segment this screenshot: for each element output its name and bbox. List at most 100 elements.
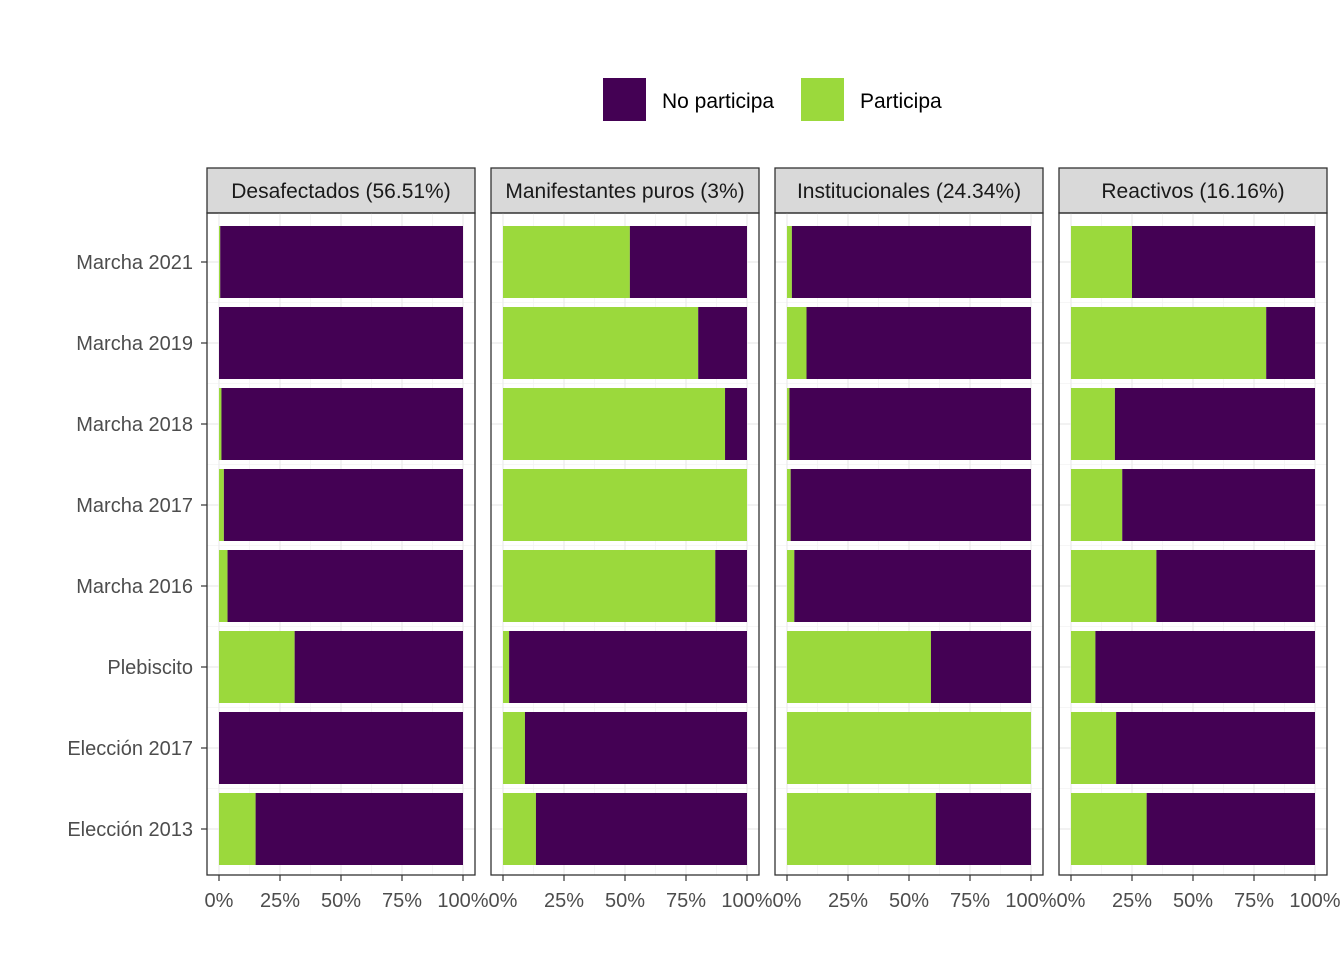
legend-swatch-no-participa — [603, 78, 646, 121]
y-tick-label-plebiscito: Plebiscito — [107, 657, 193, 679]
bar-no-participa-eleccion-2017 — [1116, 712, 1315, 784]
y-tick-label-marcha-2018: Marcha 2018 — [76, 414, 193, 436]
bar-participa-marcha-2016 — [219, 550, 228, 622]
panel-desafectados-56-51: Desafectados (56.51%) 0% 25% 50% 75% 100% — [205, 167, 489, 912]
bar-no-participa-eleccion-2013 — [535, 793, 747, 865]
bar-participa-eleccion-2013 — [1071, 793, 1147, 865]
bar-participa-marcha-2016 — [787, 550, 795, 622]
x-tick-label: 75% — [666, 890, 706, 912]
bar-participa-plebiscito — [1071, 631, 1096, 703]
x-tick-label: 100% — [1289, 890, 1340, 912]
x-tick-label: 75% — [382, 890, 422, 912]
bar-no-participa-eleccion-2017 — [219, 712, 463, 784]
bar-no-participa-plebiscito — [509, 631, 747, 703]
facet-panels: Desafectados (56.51%)0% 25% 50% 75% 100%Mani… — [205, 167, 1341, 912]
facet-strip-label: Manifestantes puros (3%) — [505, 180, 744, 203]
x-tick-label: 50% — [605, 890, 645, 912]
bar-no-participa-marcha-2017 — [790, 469, 1031, 541]
x-tick-label: 25% — [260, 890, 300, 912]
bar-no-participa-plebiscito — [294, 631, 463, 703]
bar-participa-marcha-2017 — [219, 469, 224, 541]
bar-no-participa-marcha-2016 — [715, 550, 747, 622]
bar-no-participa-marcha-2017 — [1122, 469, 1315, 541]
legend: No participa Participa — [603, 78, 942, 121]
bar-participa-marcha-2017 — [1071, 469, 1123, 541]
x-tick-label: 100% — [437, 890, 488, 912]
panel-reactivos-16-16: Reactivos (16.16%) 0% 25% 50% 75% 100% — [1057, 167, 1341, 912]
bar-participa-eleccion-2017 — [503, 712, 525, 784]
bar-no-participa-marcha-2018 — [725, 388, 747, 460]
facet-strip-label: Institucionales (24.34%) — [797, 180, 1021, 203]
x-tick-label: 100% — [1005, 890, 1056, 912]
y-tick-label-eleccion-2013: Elección 2013 — [67, 819, 193, 841]
bar-no-participa-plebiscito — [1095, 631, 1315, 703]
y-tick-label-marcha-2016: Marcha 2016 — [76, 576, 193, 598]
x-tick-label: 0% — [1057, 890, 1086, 912]
x-tick-label: 75% — [950, 890, 990, 912]
bar-participa-marcha-2017 — [787, 469, 791, 541]
bar-no-participa-marcha-2016 — [227, 550, 463, 622]
bar-participa-eleccion-2013 — [219, 793, 256, 865]
bar-participa-marcha-2017 — [503, 469, 747, 541]
bar-participa-eleccion-2017 — [1071, 712, 1117, 784]
y-tick-label-eleccion-2017: Elección 2017 — [67, 738, 193, 760]
bar-participa-marcha-2018 — [503, 388, 726, 460]
bar-no-participa-marcha-2019 — [806, 307, 1031, 379]
legend-label-participa: Participa — [860, 90, 942, 113]
bar-participa-marcha-2021 — [1071, 226, 1132, 298]
facet-strip-label: Desafectados (56.51%) — [231, 180, 450, 203]
bar-no-participa-marcha-2018 — [221, 388, 463, 460]
bar-participa-marcha-2018 — [1071, 388, 1115, 460]
x-tick-label: 50% — [889, 890, 929, 912]
bar-participa-eleccion-2013 — [787, 793, 936, 865]
bar-participa-marcha-2018 — [787, 388, 790, 460]
bar-participa-eleccion-2017 — [787, 712, 1031, 784]
bar-participa-plebiscito — [787, 631, 931, 703]
bar-participa-marcha-2019 — [1071, 307, 1267, 379]
bar-no-participa-marcha-2019 — [1266, 307, 1315, 379]
bar-participa-plebiscito — [503, 631, 510, 703]
facet-strip — [774, 167, 1044, 214]
bar-participa-plebiscito — [219, 631, 295, 703]
bar-no-participa-marcha-2019 — [698, 307, 747, 379]
bar-participa-eleccion-2013 — [503, 793, 536, 865]
x-tick-label: 50% — [321, 890, 361, 912]
bar-no-participa-marcha-2018 — [789, 388, 1031, 460]
bar-participa-marcha-2021 — [787, 226, 792, 298]
bar-participa-marcha-2018 — [219, 388, 222, 460]
x-tick-label: 0% — [489, 890, 518, 912]
bar-participa-marcha-2019 — [503, 307, 699, 379]
legend-label-no-participa: No participa — [662, 90, 774, 113]
y-axis: Marcha 2021 Marcha 2019 Marcha 2018 Marcha … — [67, 252, 207, 841]
bar-no-participa-marcha-2019 — [219, 307, 463, 379]
x-tick-label: 100% — [721, 890, 772, 912]
facet-strip-label: Reactivos (16.16%) — [1101, 180, 1284, 203]
x-tick-label: 75% — [1234, 890, 1274, 912]
bar-no-participa-marcha-2021 — [629, 226, 747, 298]
bar-no-participa-marcha-2018 — [1114, 388, 1315, 460]
bar-no-participa-marcha-2016 — [794, 550, 1031, 622]
bar-no-participa-eleccion-2013 — [935, 793, 1031, 865]
y-tick-label-marcha-2017: Marcha 2017 — [76, 495, 193, 517]
x-tick-label: 25% — [828, 890, 868, 912]
bar-participa-marcha-2016 — [503, 550, 716, 622]
panel-manifestantes-puros-3: Manifestantes puros (3%) 0% 25% 50% 75% 100% — [489, 167, 773, 912]
bar-no-participa-eleccion-2017 — [524, 712, 747, 784]
bar-no-participa-marcha-2016 — [1156, 550, 1315, 622]
x-tick-label: 0% — [205, 890, 234, 912]
bar-no-participa-marcha-2021 — [1132, 226, 1315, 298]
y-tick-label-marcha-2019: Marcha 2019 — [76, 333, 193, 355]
bar-no-participa-eleccion-2013 — [255, 793, 463, 865]
x-tick-label: 50% — [1173, 890, 1213, 912]
bar-participa-marcha-2021 — [219, 226, 221, 298]
bar-no-participa-eleccion-2013 — [1146, 793, 1315, 865]
x-tick-label: 25% — [1112, 890, 1152, 912]
bar-participa-marcha-2021 — [503, 226, 630, 298]
bar-no-participa-marcha-2017 — [223, 469, 463, 541]
x-tick-label: 25% — [544, 890, 584, 912]
bar-participa-marcha-2016 — [1071, 550, 1157, 622]
legend-swatch-participa — [801, 78, 844, 121]
facet-strip — [206, 167, 476, 214]
bar-no-participa-marcha-2021 — [791, 226, 1031, 298]
